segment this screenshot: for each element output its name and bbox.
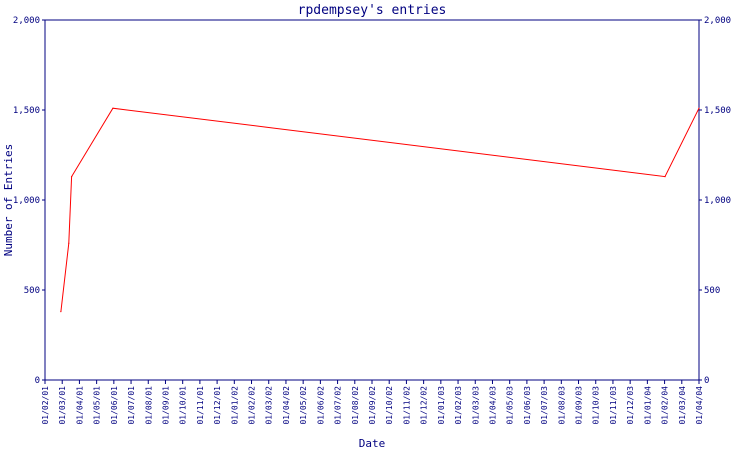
y-tick-label-left: 0 xyxy=(35,376,40,386)
y-tick-label-right: 2,000 xyxy=(704,16,731,26)
x-tick-label: 01/06/01 xyxy=(110,386,119,425)
y-tick-label-left: 2,000 xyxy=(13,16,40,26)
series-group xyxy=(60,107,700,313)
series-line xyxy=(60,107,700,312)
chart-title: rpdempsey's entries xyxy=(298,3,447,18)
x-tick-label: 01/08/01 xyxy=(144,386,153,425)
x-tick-label: 01/10/01 xyxy=(179,386,188,425)
data-point xyxy=(664,176,666,178)
x-tick-label: 01/08/03 xyxy=(557,386,566,425)
x-tick-label: 01/12/02 xyxy=(420,386,429,425)
data-point xyxy=(698,107,700,109)
x-tick-label: 01/11/01 xyxy=(196,386,205,425)
x-tick-label: 01/12/01 xyxy=(213,386,222,425)
x-tick-label: 01/01/02 xyxy=(230,386,239,425)
y-axis-label: Number of Entries xyxy=(2,144,15,257)
y-tick-label-left: 1,500 xyxy=(13,106,40,116)
y-tick-label-left: 1,000 xyxy=(13,196,40,206)
y-axis-right: 0 500 1,000 1,500 2,000 xyxy=(699,16,731,386)
data-point xyxy=(112,107,114,109)
y-tick-label-left: 500 xyxy=(24,286,40,296)
x-tick-label: 01/06/03 xyxy=(523,386,532,425)
x-tick-label: 01/05/01 xyxy=(93,386,102,425)
y-tick-label-right: 500 xyxy=(704,286,720,296)
x-tick-label: 01/02/02 xyxy=(248,386,257,425)
x-tick-label: 01/09/01 xyxy=(161,386,170,425)
x-tick-label: 01/11/03 xyxy=(609,386,618,425)
x-tick-label: 01/11/02 xyxy=(402,386,411,425)
y-axis-left: 0 500 1,000 1,500 2,000 xyxy=(13,16,45,386)
x-tick-label: 01/02/03 xyxy=(454,386,463,425)
x-tick-label: 01/03/03 xyxy=(471,386,480,425)
x-tick-label: 01/12/03 xyxy=(626,386,635,425)
x-tick-label: 01/10/02 xyxy=(385,386,394,425)
x-tick-label: 01/05/02 xyxy=(299,386,308,425)
x-tick-label: 01/01/03 xyxy=(437,386,446,425)
x-tick-label: 01/02/04 xyxy=(661,386,670,425)
x-axis: 01/02/01 01/03/01 01/04/01 01/05/01 01/06/01… xyxy=(41,380,704,425)
y-tick-label-right: 1,500 xyxy=(704,106,731,116)
x-tick-label: 01/03/04 xyxy=(678,386,687,425)
data-point xyxy=(68,242,70,244)
x-tick-label: 01/03/01 xyxy=(58,386,67,425)
plot-frame xyxy=(44,19,700,381)
x-tick-label: 01/04/02 xyxy=(282,386,291,425)
x-tick-label: 01/05/03 xyxy=(506,386,515,425)
x-tick-label: 01/07/03 xyxy=(540,386,549,425)
x-tick-label: 01/10/03 xyxy=(592,386,601,425)
x-tick-label: 01/08/02 xyxy=(351,386,360,425)
x-tick-label: 01/09/02 xyxy=(368,386,377,425)
x-tick-label: 01/07/02 xyxy=(334,386,343,425)
data-point xyxy=(71,176,73,178)
y-tick-label-right: 1,000 xyxy=(704,196,731,206)
x-tick-label: 01/01/04 xyxy=(643,386,652,425)
y-tick-label-right: 0 xyxy=(704,376,709,386)
x-tick-label: 01/04/03 xyxy=(488,386,497,425)
x-tick-label: 01/06/02 xyxy=(316,386,325,425)
x-tick-label: 01/07/01 xyxy=(127,386,136,425)
x-axis-label: Date xyxy=(359,437,386,450)
data-point xyxy=(60,311,62,313)
x-tick-label: 01/04/01 xyxy=(75,386,84,425)
x-tick-label: 01/02/01 xyxy=(41,386,50,425)
x-tick-label: 01/04/04 xyxy=(695,386,704,425)
x-tick-label: 01/09/03 xyxy=(575,386,584,425)
x-tick-label: 01/03/02 xyxy=(265,386,274,425)
